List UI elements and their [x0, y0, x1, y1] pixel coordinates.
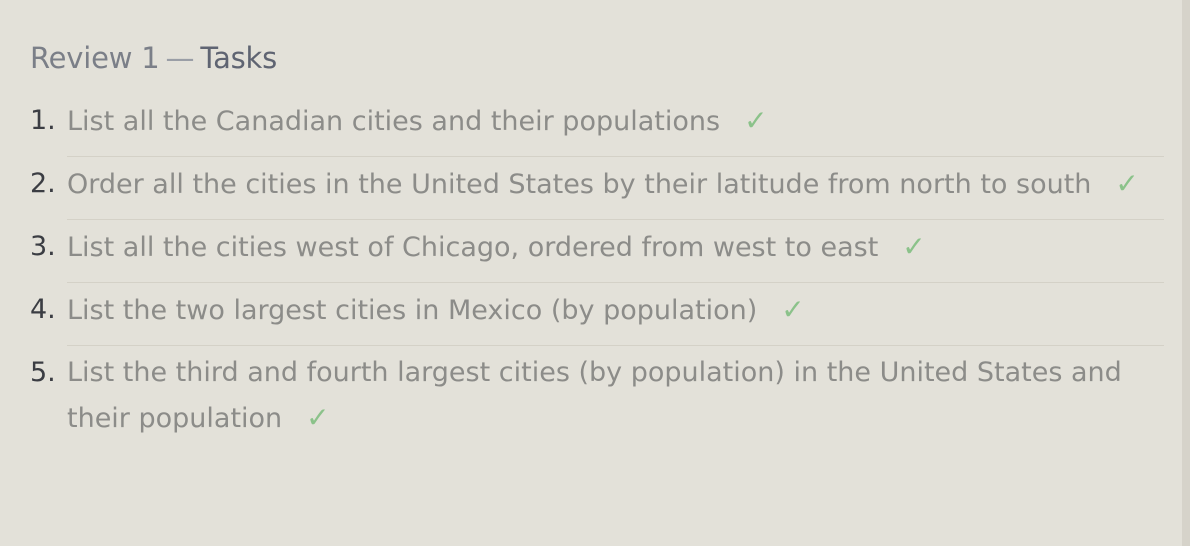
task-text: List the third and fourth largest cities…: [67, 357, 1122, 434]
review-heading: Review 1— Tasks: [30, 34, 1164, 82]
task-item: 5. List the third and fourth largest cit…: [30, 350, 1164, 457]
review-tasks-panel: Review 1— Tasks 1. List all the Canadian …: [30, 34, 1164, 457]
task-number: 3.: [30, 231, 56, 262]
task-body: List the two largest cities in Mexico (b…: [67, 287, 1164, 346]
checkmark-icon: ✓: [781, 293, 805, 326]
task-number: 5.: [30, 357, 56, 388]
checkmark-icon: ✓: [306, 401, 330, 434]
task-number: 1.: [30, 105, 56, 136]
review-title-prefix: Review 1: [30, 41, 160, 75]
task-body: List the third and fourth largest cities…: [67, 350, 1164, 453]
task-number: 4.: [30, 294, 56, 325]
task-text: List all the Canadian cities and their p…: [67, 106, 721, 137]
task-number: 2.: [30, 168, 56, 199]
task-body: List all the cities west of Chicago, ord…: [67, 224, 1164, 283]
task-body: List all the Canadian cities and their p…: [67, 98, 1164, 157]
task-text: List all the cities west of Chicago, ord…: [67, 232, 879, 263]
task-item: 2. Order all the cities in the United St…: [30, 161, 1164, 224]
task-item: 4. List the two largest cities in Mexico…: [30, 287, 1164, 350]
task-list: 1. List all the Canadian cities and thei…: [30, 98, 1164, 457]
task-text: Order all the cities in the United State…: [67, 169, 1092, 200]
review-title-suffix: Tasks: [200, 41, 278, 75]
checkmark-icon: ✓: [744, 104, 768, 137]
checkmark-icon: ✓: [902, 230, 926, 263]
task-item: 3. List all the cities west of Chicago, …: [30, 224, 1164, 287]
task-item: 1. List all the Canadian cities and thei…: [30, 98, 1164, 161]
task-body: Order all the cities in the United State…: [67, 161, 1164, 220]
checkmark-icon: ✓: [1115, 167, 1139, 200]
right-edge-strip: [1182, 0, 1190, 546]
review-title-separator: —: [165, 41, 195, 75]
task-text: List the two largest cities in Mexico (b…: [67, 295, 758, 326]
